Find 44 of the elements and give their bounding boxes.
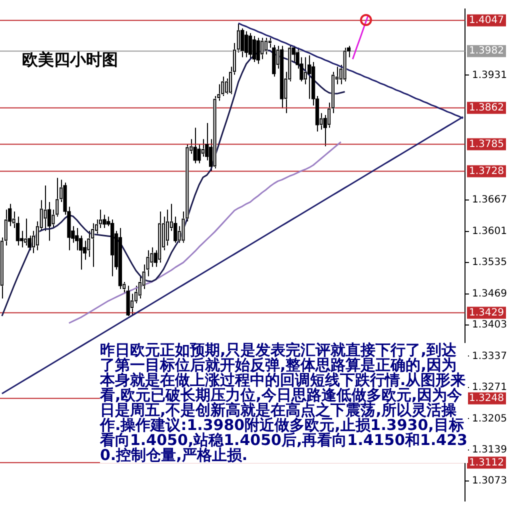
y-tick-label: 1.3469	[472, 288, 508, 300]
y-tick-label: 1.3667	[472, 194, 508, 206]
candlestick	[264, 37, 268, 55]
ref-line-label: 1.3429	[469, 307, 504, 318]
ref-line-label: 1.3248	[469, 392, 504, 404]
candlestick	[240, 28, 244, 58]
y-tick-label: 1.3271	[472, 382, 508, 394]
candlestick	[43, 184, 48, 232]
y-tick-label: 1.3139	[472, 444, 508, 456]
candlestick	[193, 127, 197, 164]
candlestick	[201, 138, 205, 158]
ref-line-label: 1.4047	[469, 14, 504, 26]
candlestick	[256, 37, 260, 64]
candlestick	[304, 56, 308, 85]
candlestick	[342, 47, 347, 82]
ref-line-label: 1.3112	[469, 457, 504, 468]
ref-line-label: 1.3728	[469, 166, 504, 177]
candlestick	[24, 218, 28, 246]
candlestick	[158, 210, 162, 264]
y-tick-label: 1.3337	[472, 350, 508, 362]
candlestick	[130, 293, 134, 316]
candlestick	[212, 96, 217, 169]
candlestick	[102, 214, 106, 229]
candlestick	[86, 230, 90, 258]
candlestick	[260, 37, 264, 60]
y-tick-label: 1.3403	[472, 320, 508, 331]
candlestick	[248, 32, 252, 60]
y-tick-label: 1.3205	[472, 413, 508, 424]
candlestick	[308, 54, 312, 100]
annotation: 昨日欧元正如预期,只是发表完汇评就直接下行了,到达了第一目标位后就开始反弹,整体思路算是正确的,因为本身就是在做上涨过程中的回调短线下跌行情.从图形来看,欧元已破长期压力位,今日思路逢低做多欧元,因为今日是周五,不是创新高就是在高点之下震荡,所以灵活操作.操作建议:1.3980附近做多欧元,止损1.3930,目标看向1.4050,站稳1.4050后,再看向1.4150和1.4230.控制仓量,严格止损.	[100, 341, 468, 464]
candlestick	[90, 222, 94, 268]
ref-line-label: 1.3785	[469, 138, 504, 150]
candlestick	[244, 30, 248, 58]
candlestick	[252, 35, 256, 62]
candlestick	[220, 76, 224, 97]
ref-line-label: 1.3862	[469, 102, 504, 114]
y-tick-label: 1.3535	[472, 257, 508, 268]
y-tick-label: 1.3931	[472, 70, 508, 81]
y-tick-label: 1.3073	[472, 476, 508, 487]
candlestick	[75, 228, 79, 251]
text: 欧美四小时图	[22, 50, 118, 71]
candlestick	[197, 144, 201, 164]
ref-line-label: 1.3982	[469, 46, 504, 57]
y-tick-label: 1.3601	[472, 226, 508, 237]
